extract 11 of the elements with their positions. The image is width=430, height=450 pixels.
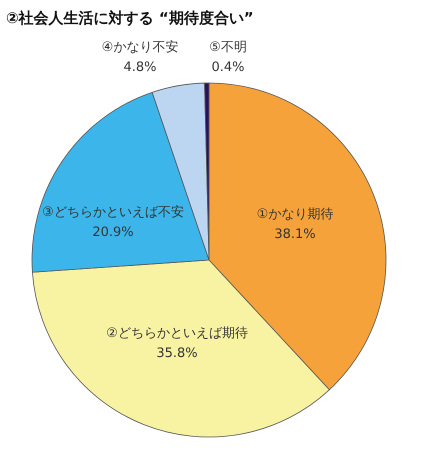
data-label: 35.8% <box>156 346 198 361</box>
slice-label: ⑤不明 <box>209 40 247 55</box>
data-label: 20.9% <box>92 225 134 240</box>
data-label: 4.8% <box>123 60 157 75</box>
data-label: 38.1% <box>274 227 316 242</box>
slice-label: ③どちらかといえば不安 <box>42 204 184 220</box>
chart-title: ②社会人生活に対する “期待度合い” <box>6 9 254 27</box>
slice-label: ④かなり不安 <box>102 39 178 55</box>
data-label: 0.4% <box>211 60 245 75</box>
slice-label: ②どちらかといえば期待 <box>106 326 248 341</box>
slice-label: ①かなり期待 <box>256 207 334 222</box>
